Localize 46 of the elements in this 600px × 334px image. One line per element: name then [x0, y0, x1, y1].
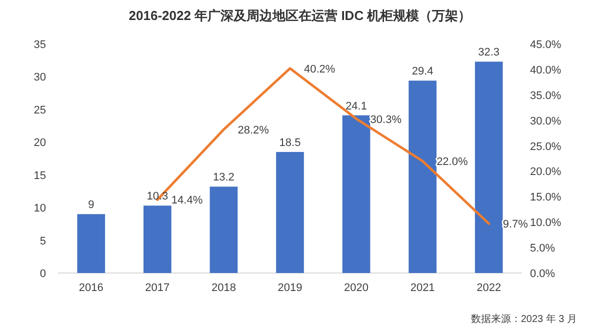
- chart-title: 2016-2022 年广深及周边地区在运营 IDC 机柜规模（万架）: [128, 8, 472, 23]
- y-tick-label: 5: [40, 235, 46, 248]
- y2-tick-label: 45.0%: [530, 39, 562, 51]
- y2-tick-label: 40.0%: [530, 64, 562, 76]
- y-tick-label: 35: [34, 39, 46, 51]
- y2-tick-label: 0.0%: [530, 268, 556, 280]
- data-label: 18.5: [279, 136, 301, 149]
- bar: [342, 115, 370, 273]
- y2-tick-label: 30.0%: [530, 115, 562, 128]
- bar: [77, 214, 106, 273]
- y2-tick-label: 35.0%: [530, 90, 562, 102]
- bar: [408, 80, 436, 273]
- data-label: 29.4: [412, 66, 434, 78]
- y2-tick-label: 25.0%: [530, 140, 562, 153]
- y2-tick-label: 20.0%: [530, 166, 562, 178]
- x-tick-label: 2020: [344, 282, 369, 294]
- data-label: 9.7%: [502, 218, 528, 231]
- x-tick-label: 2017: [145, 282, 170, 294]
- data-label: 22.0%: [436, 156, 468, 168]
- bar: [210, 186, 238, 273]
- y-tick-label: 0: [40, 268, 46, 280]
- y-tick-label: 10: [34, 202, 46, 215]
- bar: [144, 206, 172, 273]
- y2-tick-label: 10.0%: [530, 217, 562, 230]
- data-label: 40.2%: [304, 63, 336, 76]
- x-tick-label: 2016: [78, 282, 104, 294]
- bar: [276, 152, 304, 273]
- y-tick-label: 25: [34, 104, 46, 116]
- y-tick-label: 20: [34, 137, 46, 150]
- source-note: 数据来源：2023 年 3 月: [470, 313, 577, 325]
- data-label: 9: [88, 199, 94, 212]
- data-label: 28.2%: [238, 124, 270, 136]
- x-tick-label: 2018: [211, 282, 236, 294]
- y-tick-label: 15: [34, 170, 46, 182]
- data-label: 24.1: [346, 100, 367, 112]
- data-label: 13.2: [213, 172, 234, 184]
- x-tick-label: 2021: [410, 282, 435, 294]
- y2-tick-label: 5.0%: [530, 242, 556, 255]
- bar: [474, 62, 503, 273]
- y2-tick-label: 15.0%: [530, 192, 562, 204]
- data-label: 32.3: [478, 46, 500, 59]
- y-tick-label: 30: [34, 72, 46, 84]
- x-tick-label: 2019: [278, 282, 302, 294]
- data-label: 30.3%: [370, 114, 402, 126]
- x-tick-label: 2022: [476, 282, 502, 294]
- data-label: 14.4%: [171, 194, 203, 207]
